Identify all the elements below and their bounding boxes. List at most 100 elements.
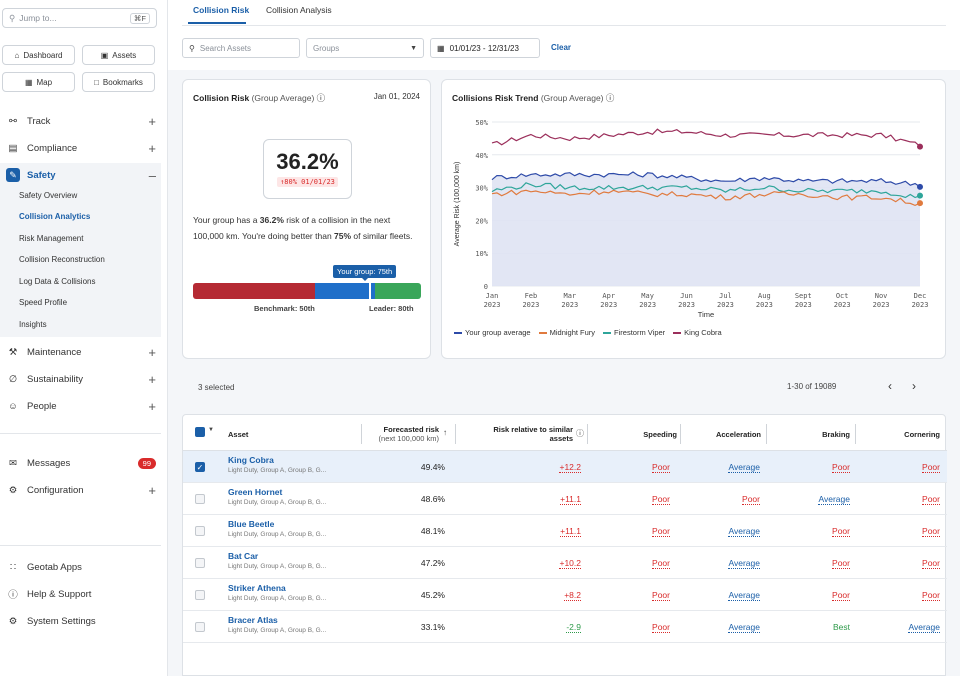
nav-maintenance[interactable]: ⚒ Maintenance + bbox=[0, 341, 162, 363]
expand-icon[interactable]: + bbox=[148, 398, 156, 414]
nav-geotab-apps[interactable]: ∷ Geotab Apps bbox=[0, 556, 162, 578]
row-checkbox[interactable] bbox=[195, 558, 205, 568]
nav-safety[interactable]: ✎ Safety – bbox=[0, 164, 162, 186]
sub-collision-analytics[interactable]: Collision Analytics bbox=[19, 212, 91, 221]
expand-icon[interactable]: + bbox=[148, 482, 156, 498]
sub-collision-reconstruction[interactable]: Collision Reconstruction bbox=[19, 255, 105, 264]
info-icon[interactable]: ⓘ bbox=[316, 93, 326, 103]
col-braking[interactable]: Braking bbox=[822, 430, 850, 439]
map-button[interactable]: ▦ Map bbox=[2, 72, 75, 92]
col-acceleration[interactable]: Acceleration bbox=[715, 430, 761, 439]
cornering-rating[interactable]: Poor bbox=[922, 558, 940, 569]
nav-compliance[interactable]: ▤ Compliance + bbox=[0, 137, 162, 159]
row-checkbox[interactable] bbox=[195, 590, 205, 600]
nav-system-settings[interactable]: ⚙ System Settings bbox=[0, 610, 162, 632]
relative-risk-value[interactable]: +11.1 bbox=[560, 494, 581, 505]
info-icon[interactable]: ⓘ bbox=[576, 429, 584, 438]
speeding-rating[interactable]: Poor bbox=[652, 622, 670, 633]
asset-name-link[interactable]: Bat Car bbox=[228, 551, 259, 561]
search-assets-input[interactable]: ⚲ Search Assets bbox=[182, 38, 300, 58]
col-relative[interactable]: Risk relative to similar assets bbox=[463, 425, 573, 443]
col-asset[interactable]: Asset bbox=[228, 430, 249, 439]
braking-rating[interactable]: Average bbox=[818, 494, 850, 505]
assets-button[interactable]: ▣ Assets bbox=[82, 45, 155, 65]
legend-item[interactable]: Your group average bbox=[454, 328, 531, 337]
nav-help[interactable]: ⓘ Help & Support bbox=[0, 583, 162, 605]
col-forecast[interactable]: Forecasted risk (next 100,000 km) bbox=[368, 425, 439, 443]
speeding-rating[interactable]: Poor bbox=[652, 590, 670, 601]
tab-collision-analysis[interactable]: Collision Analysis bbox=[266, 5, 332, 15]
sub-safety-overview[interactable]: Safety Overview bbox=[19, 191, 78, 200]
table-row[interactable]: Green Hornet Light Duty, Group A, Group B… bbox=[183, 483, 947, 515]
table-row[interactable]: Bracer Atlas Light Duty, Group A, Group B… bbox=[183, 611, 947, 643]
bookmarks-button[interactable]: □ Bookmarks bbox=[82, 72, 155, 92]
nav-messages[interactable]: ✉ Messages 99 bbox=[0, 452, 162, 474]
acceleration-rating[interactable]: Average bbox=[728, 462, 760, 473]
chevron-down-icon[interactable]: ▼ bbox=[208, 427, 214, 433]
expand-icon[interactable]: + bbox=[148, 140, 156, 156]
select-all-checkbox[interactable] bbox=[195, 427, 205, 437]
cornering-rating[interactable]: Poor bbox=[922, 526, 940, 537]
jump-to-search[interactable]: ⚲ Jump to... ⌘F bbox=[2, 8, 157, 28]
dashboard-button[interactable]: ⌂ Dashboard bbox=[2, 45, 75, 65]
acceleration-rating[interactable]: Average bbox=[728, 526, 760, 537]
braking-rating[interactable]: Poor bbox=[832, 526, 850, 537]
col-speeding[interactable]: Speeding bbox=[643, 430, 677, 439]
row-checkbox[interactable] bbox=[195, 494, 205, 504]
nav-track[interactable]: ⚯ Track + bbox=[0, 110, 162, 132]
table-row[interactable]: ✓ King Cobra Light Duty, Group A, Group B,… bbox=[183, 451, 947, 483]
relative-risk-value[interactable]: +10.2 bbox=[559, 558, 581, 569]
relative-risk-value[interactable]: +11.1 bbox=[560, 526, 581, 537]
expand-icon[interactable]: + bbox=[148, 344, 156, 360]
legend-item[interactable]: King Cobra bbox=[673, 328, 722, 337]
sub-insights[interactable]: Insights bbox=[19, 320, 47, 329]
asset-name-link[interactable]: Green Hornet bbox=[228, 487, 283, 497]
braking-rating[interactable]: Poor bbox=[832, 590, 850, 601]
row-checkbox[interactable] bbox=[195, 622, 205, 632]
row-checkbox[interactable] bbox=[195, 526, 205, 536]
prev-page-icon[interactable]: ‹ bbox=[888, 379, 892, 393]
sub-speed-profile[interactable]: Speed Profile bbox=[19, 298, 68, 307]
speeding-rating[interactable]: Poor bbox=[652, 462, 670, 473]
speeding-rating[interactable]: Poor bbox=[652, 526, 670, 537]
groups-select[interactable]: Groups ▼ bbox=[306, 38, 424, 58]
legend-item[interactable]: Firestorm Viper bbox=[603, 328, 665, 337]
relative-risk-value[interactable]: +8.2 bbox=[564, 590, 581, 601]
sub-log-data[interactable]: Log Data & Collisions bbox=[19, 277, 96, 286]
sort-asc-icon[interactable]: ↑ bbox=[443, 428, 447, 437]
speeding-rating[interactable]: Poor bbox=[652, 494, 670, 505]
expand-icon[interactable]: + bbox=[148, 113, 156, 129]
relative-risk-value[interactable]: -2.9 bbox=[566, 622, 581, 633]
asset-name-link[interactable]: King Cobra bbox=[228, 455, 274, 465]
asset-name-link[interactable]: Blue Beetle bbox=[228, 519, 275, 529]
relative-risk-value[interactable]: +12.2 bbox=[559, 462, 581, 473]
braking-rating[interactable]: Poor bbox=[832, 462, 850, 473]
table-row[interactable]: Blue Beetle Light Duty, Group A, Group B,… bbox=[183, 515, 947, 547]
nav-people[interactable]: ☺ People + bbox=[0, 395, 162, 417]
acceleration-rating[interactable]: Average bbox=[728, 558, 760, 569]
acceleration-rating[interactable]: Average bbox=[728, 622, 760, 633]
cornering-rating[interactable]: Poor bbox=[922, 590, 940, 601]
table-row[interactable]: Striker Athena Light Duty, Group A, Group… bbox=[183, 579, 947, 611]
tab-collision-risk[interactable]: Collision Risk bbox=[193, 5, 250, 15]
cornering-rating[interactable]: Average bbox=[908, 622, 940, 633]
legend-item[interactable]: Midnight Fury bbox=[538, 328, 595, 337]
acceleration-rating[interactable]: Average bbox=[728, 590, 760, 601]
sub-risk-management[interactable]: Risk Management bbox=[19, 234, 84, 243]
braking-rating[interactable]: Best bbox=[832, 622, 850, 632]
clear-filters-link[interactable]: Clear bbox=[551, 43, 572, 52]
acceleration-rating[interactable]: Poor bbox=[742, 494, 760, 505]
collapse-icon[interactable]: – bbox=[148, 167, 156, 183]
cornering-rating[interactable]: Poor bbox=[922, 462, 940, 473]
cornering-rating[interactable]: Poor bbox=[922, 494, 940, 505]
nav-configuration[interactable]: ⚙ Configuration + bbox=[0, 479, 162, 501]
row-checkbox[interactable]: ✓ bbox=[195, 462, 205, 472]
expand-icon[interactable]: + bbox=[148, 371, 156, 387]
info-icon[interactable]: ⓘ bbox=[605, 93, 615, 103]
nav-sustainability[interactable]: ∅ Sustainability + bbox=[0, 368, 162, 390]
braking-rating[interactable]: Poor bbox=[832, 558, 850, 569]
date-range-picker[interactable]: ▦ 01/01/23 - 12/31/23 bbox=[430, 38, 540, 58]
speeding-rating[interactable]: Poor bbox=[652, 558, 670, 569]
table-row[interactable]: Bat Car Light Duty, Group A, Group B, G..… bbox=[183, 547, 947, 579]
col-cornering[interactable]: Cornering bbox=[904, 430, 940, 439]
